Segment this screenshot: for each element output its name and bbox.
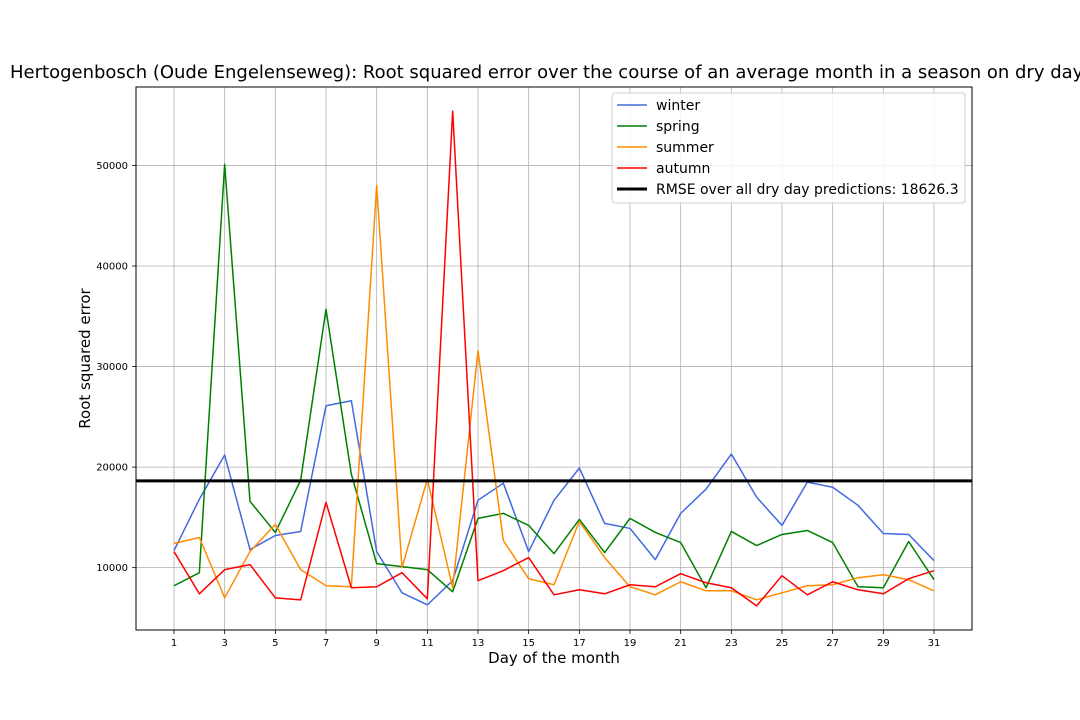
- x-tick-label: 7: [323, 638, 329, 649]
- series-line-winter: [173, 399, 935, 606]
- y-tick-label: 40000: [96, 261, 128, 272]
- x-axis-label: Day of the month: [488, 649, 620, 667]
- legend-box: [611, 92, 966, 204]
- x-tick-label: 29: [877, 638, 890, 649]
- x-tick-label: 13: [472, 638, 485, 649]
- y-axis-label: Root squared error: [76, 287, 94, 428]
- plot-frame: [135, 86, 973, 631]
- legend: winter spring summer autumn RMSE over all dr…: [611, 92, 966, 204]
- series-line-summer: [173, 184, 935, 601]
- legend-label: autumn: [656, 161, 710, 177]
- chart-title: Hertogenbosch (Oude Engelenseweg): Root …: [10, 62, 1080, 83]
- series-line-spring: [173, 163, 935, 593]
- y-tick-label: 10000: [96, 563, 128, 574]
- x-tick-label: 9: [373, 638, 379, 649]
- legend-label: summer: [656, 140, 714, 156]
- x-tick-label: 15: [522, 638, 535, 649]
- x-tick-label: 19: [624, 638, 637, 649]
- x-tick-label: 1: [171, 638, 177, 649]
- x-tick-label: 5: [272, 638, 278, 649]
- legend-label: RMSE over all dry day predictions: 18626…: [656, 182, 959, 198]
- x-tick-label: 21: [674, 638, 687, 649]
- y-tick-label: 50000: [96, 161, 128, 172]
- series-line-autumn: [173, 110, 935, 607]
- x-tick-label: 11: [421, 638, 434, 649]
- legend-label: spring: [656, 119, 700, 135]
- x-tick-label: 31: [928, 638, 941, 649]
- x-tick-label: 23: [725, 638, 738, 649]
- legend-label: winter: [656, 98, 700, 114]
- x-tick-label: 25: [776, 638, 789, 649]
- x-tick-label: 17: [573, 638, 586, 649]
- x-tick-label: 27: [826, 638, 839, 649]
- x-tick-label: 3: [221, 638, 227, 649]
- y-tick-label: 20000: [96, 463, 128, 474]
- y-tick-label: 30000: [96, 362, 128, 373]
